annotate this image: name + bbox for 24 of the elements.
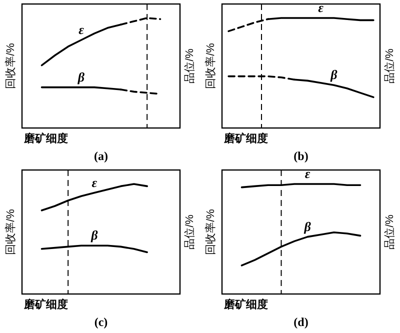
y2-axis-title: 品位/% xyxy=(184,48,196,84)
x-axis-title: 磨矿细度 xyxy=(23,298,68,311)
text: (d) xyxy=(294,315,308,329)
series-label: ε xyxy=(78,22,85,37)
series-label: β xyxy=(330,67,338,82)
y2-axis-title: 品位/% xyxy=(184,214,196,250)
text: (b) xyxy=(294,149,308,163)
series-label: β xyxy=(303,218,312,234)
series-label: ε xyxy=(318,0,324,15)
series-label: ε xyxy=(304,166,311,181)
y2-axis-title: 品位/% xyxy=(384,214,396,250)
y-axis-title: 回收率/% xyxy=(4,208,17,255)
y-axis-title: 回收率/% xyxy=(204,208,217,255)
series-label: β xyxy=(90,228,98,243)
series-label: β xyxy=(76,69,85,84)
text: (a) xyxy=(94,149,108,163)
text: (c) xyxy=(94,315,108,329)
y-axis-title: 回收率/% xyxy=(4,42,17,89)
series-label: ε xyxy=(92,174,98,190)
x-axis-title: 磨矿细度 xyxy=(23,132,68,145)
x-axis-title: 磨矿细度 xyxy=(223,298,268,311)
y-axis-title: 回收率/% xyxy=(204,42,217,89)
y2-axis-title: 品位/% xyxy=(384,48,396,84)
x-axis-title: 磨矿细度 xyxy=(223,132,268,145)
